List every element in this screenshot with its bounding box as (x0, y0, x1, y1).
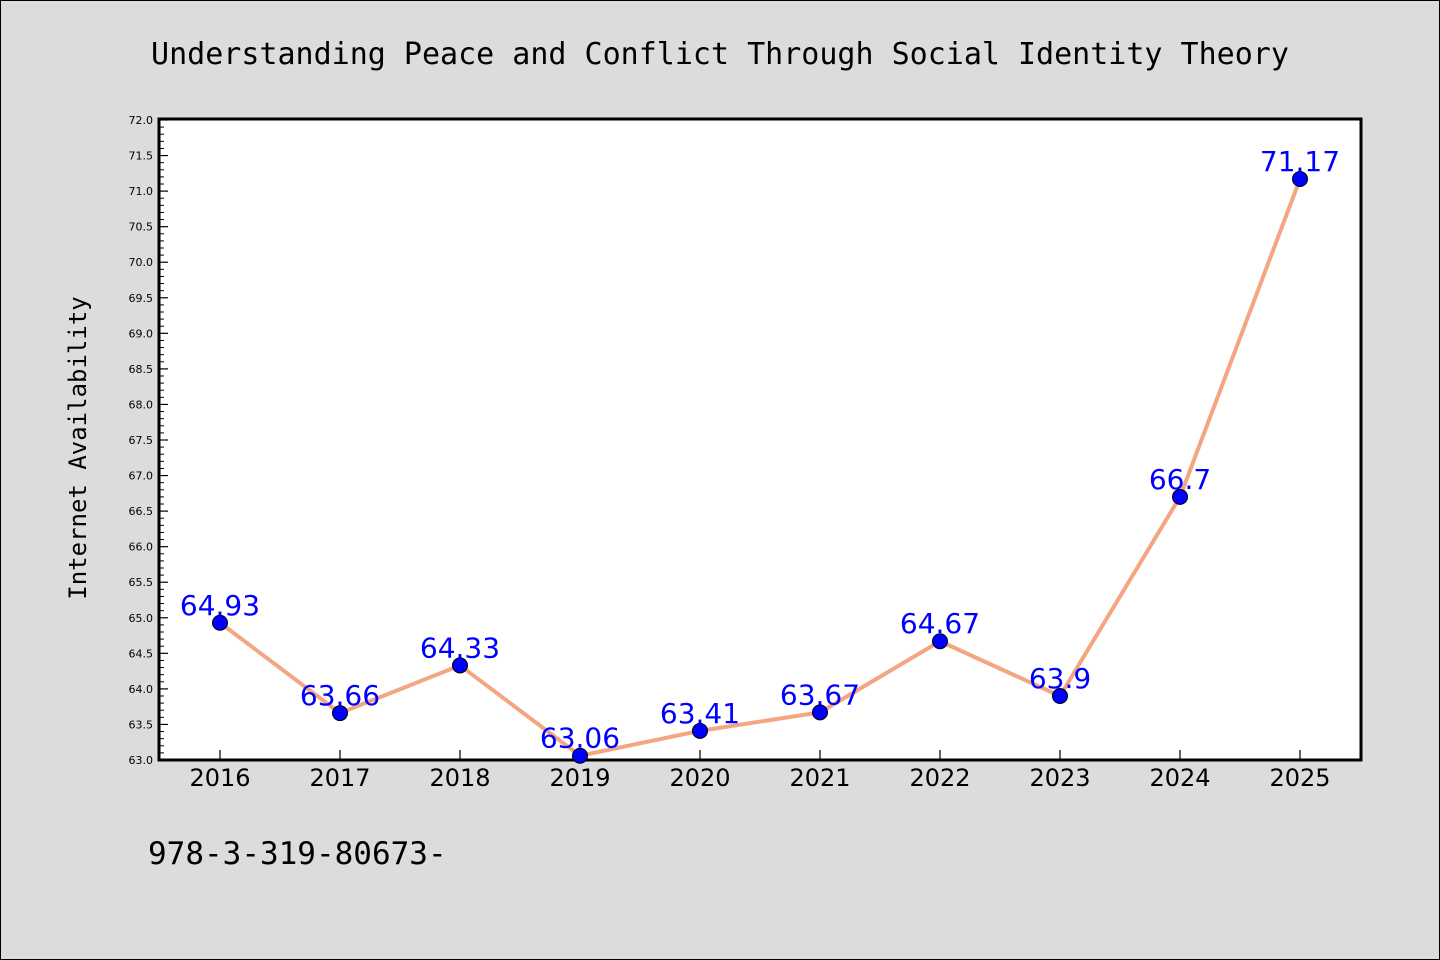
y-tick-label: 64.5 (129, 647, 154, 660)
x-tick-label: 2025 (1269, 764, 1330, 792)
data-label: 63.67 (780, 678, 860, 711)
y-tick-label: 68.0 (129, 398, 154, 411)
y-tick-label: 66.0 (129, 541, 154, 554)
y-tick-label: 68.5 (129, 363, 154, 376)
plot-area (157, 117, 1363, 762)
data-point (452, 657, 468, 674)
data-point (812, 704, 828, 721)
chart-title: Understanding Peace and Conflict Through… (151, 37, 1289, 72)
data-point (1172, 488, 1188, 505)
data-point (212, 614, 228, 631)
data-point (572, 747, 588, 764)
x-tick-label: 2017 (309, 764, 370, 792)
y-axis-label: Internet Availability (64, 296, 92, 599)
y-tick-label: 65.0 (129, 612, 154, 625)
y-tick-label: 67.5 (129, 434, 154, 447)
x-tick-label: 2022 (909, 764, 970, 792)
y-tick-label: 66.5 (129, 505, 154, 518)
x-tick-label: 2021 (789, 764, 850, 792)
series-layer: 64.93 63.66 64.33 63.06 63.41 63.67 64.67 63.9 6… (180, 145, 1340, 764)
data-label: 64.93 (180, 589, 260, 622)
x-tick-label: 2023 (1029, 764, 1090, 792)
y-tick-label: 69.5 (129, 292, 154, 305)
data-label: 64.67 (900, 607, 980, 640)
y-tick-label: 67.0 (129, 470, 154, 483)
x-tick-label: 2020 (669, 764, 730, 792)
y-axis-ticks: 63.0 63.5 64.0 64.5 65.0 65.5 66.0 66.5 67.0 67.5… (129, 114, 168, 767)
y-tick-label: 71.5 (129, 150, 154, 163)
data-label: 63.66 (300, 679, 380, 712)
y-tick-label: 63.0 (129, 754, 154, 767)
data-label: 63.9 (1029, 662, 1091, 695)
data-label: 71.17 (1260, 145, 1340, 178)
x-tick-label: 2016 (189, 764, 250, 792)
y-tick-label: 72.0 (129, 114, 154, 127)
x-axis-ticks: 2016 2017 2018 2019 2020 2021 2022 2023 2024 2025 (189, 750, 1331, 792)
data-label: 63.06 (540, 722, 620, 755)
x-tick-label: 2018 (429, 764, 490, 792)
isbn-text: 978-3-319-80673- (148, 836, 447, 872)
x-tick-label: 2019 (549, 764, 610, 792)
y-tick-label: 71.0 (129, 185, 154, 198)
data-point (1292, 171, 1308, 188)
y-tick-label: 69.0 (129, 327, 154, 340)
y-tick-label: 64.0 (129, 683, 154, 696)
data-point (932, 633, 948, 650)
data-point (692, 722, 708, 739)
x-tick-label: 2024 (1149, 764, 1210, 792)
data-point (332, 705, 348, 722)
y-tick-label: 63.5 (129, 718, 154, 731)
data-point (1052, 688, 1068, 704)
data-label: 63.41 (660, 697, 740, 730)
y-tick-label: 65.5 (129, 576, 154, 589)
series-line (218, 177, 1302, 758)
data-label: 64.33 (420, 631, 500, 664)
data-label: 66.7 (1149, 463, 1211, 496)
y-tick-label: 70.5 (129, 221, 154, 234)
y-tick-label: 70.0 (129, 256, 154, 269)
